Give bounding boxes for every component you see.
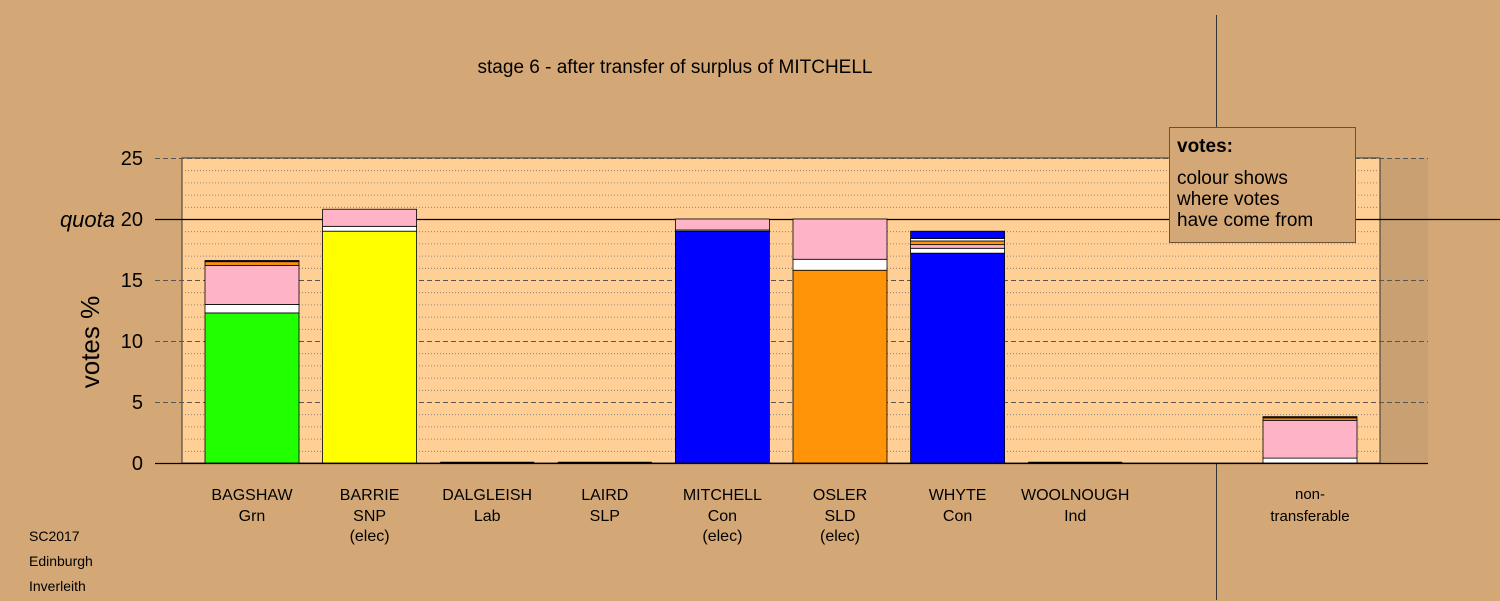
bar-segment (910, 252, 1005, 464)
bar-segment (322, 208, 418, 227)
candidate-party-label: Con (708, 508, 737, 525)
bar-segment (204, 261, 300, 266)
bar-segment (204, 303, 300, 314)
footer-caption: SC2017 Edinburgh Inverleith (29, 526, 93, 601)
bar-segment (910, 247, 1005, 254)
candidate-status-label: (elec) (820, 528, 860, 545)
legend-title: votes: (1177, 136, 1233, 157)
candidate-party-label: SLD (824, 508, 855, 525)
footer-line: Edinburgh (29, 553, 93, 569)
y-tick-label: 10 (121, 331, 143, 353)
footer-line: SC2017 (29, 528, 80, 544)
bar-segment (910, 230, 1005, 239)
chart-title: stage 6 - after transfer of surplus of M… (478, 57, 873, 78)
bar-segment (792, 269, 888, 464)
bar-segment (675, 230, 770, 464)
candidate-name-label: BARRIE (340, 487, 400, 504)
candidate-name-label: MITCHELL (683, 487, 762, 504)
candidate-party-label: Grn (239, 508, 266, 525)
y-tick-label: 25 (121, 148, 143, 170)
bar-segment (322, 225, 418, 232)
candidate-name-label: BAGSHAW (211, 487, 293, 504)
bar-segment (322, 230, 418, 464)
candidate-party-label: Ind (1064, 508, 1086, 525)
nontransferable-bar-segment (1262, 416, 1358, 419)
y-axis-label: votes % (75, 296, 105, 389)
candidate-party-label: Lab (474, 508, 501, 525)
nontransferable-bar-segment (1262, 457, 1358, 464)
legend-line: have come from (1177, 210, 1314, 231)
candidate-party-label: SNP (353, 508, 386, 525)
bar-segment (792, 258, 888, 271)
bar-segment (910, 240, 1005, 246)
legend-box: votes: colour shows where votes have com… (1169, 127, 1356, 243)
bar-segment (204, 260, 300, 263)
legend-line: where votes (1177, 189, 1280, 210)
candidate-name-label: WOOLNOUGH (1021, 487, 1129, 504)
legend-line: colour shows (1177, 168, 1288, 189)
y-tick-label: 5 (132, 392, 143, 414)
y-tick-label: 20 (121, 209, 143, 231)
candidate-party-label: SLP (590, 508, 620, 525)
candidate-status-label: (elec) (702, 528, 742, 545)
y-tick-label: 0 (132, 453, 143, 475)
nontransferable-bar-segment (1262, 419, 1358, 459)
candidate-name-label: WHYTE (929, 487, 987, 504)
candidate-party-label: Con (943, 508, 972, 525)
plot-margin-band (1380, 158, 1428, 463)
bar-segment (204, 312, 300, 464)
footer-line: Inverleith (29, 578, 86, 594)
y-tick-label: 15 (121, 270, 143, 292)
candidate-name-label: DALGLEISH (442, 487, 532, 504)
candidate-status-label: (elec) (350, 528, 390, 545)
bar-segment (675, 218, 770, 231)
bar-segment (910, 244, 1005, 249)
bar-segment (204, 264, 300, 305)
nontransferable-label: transferable (1270, 508, 1349, 525)
nontransferable-label: non- (1295, 486, 1325, 503)
quota-label: quota (60, 207, 115, 232)
candidate-name-label: LAIRD (581, 487, 628, 504)
bar-segment (792, 218, 888, 260)
candidate-name-label: OSLER (813, 487, 867, 504)
